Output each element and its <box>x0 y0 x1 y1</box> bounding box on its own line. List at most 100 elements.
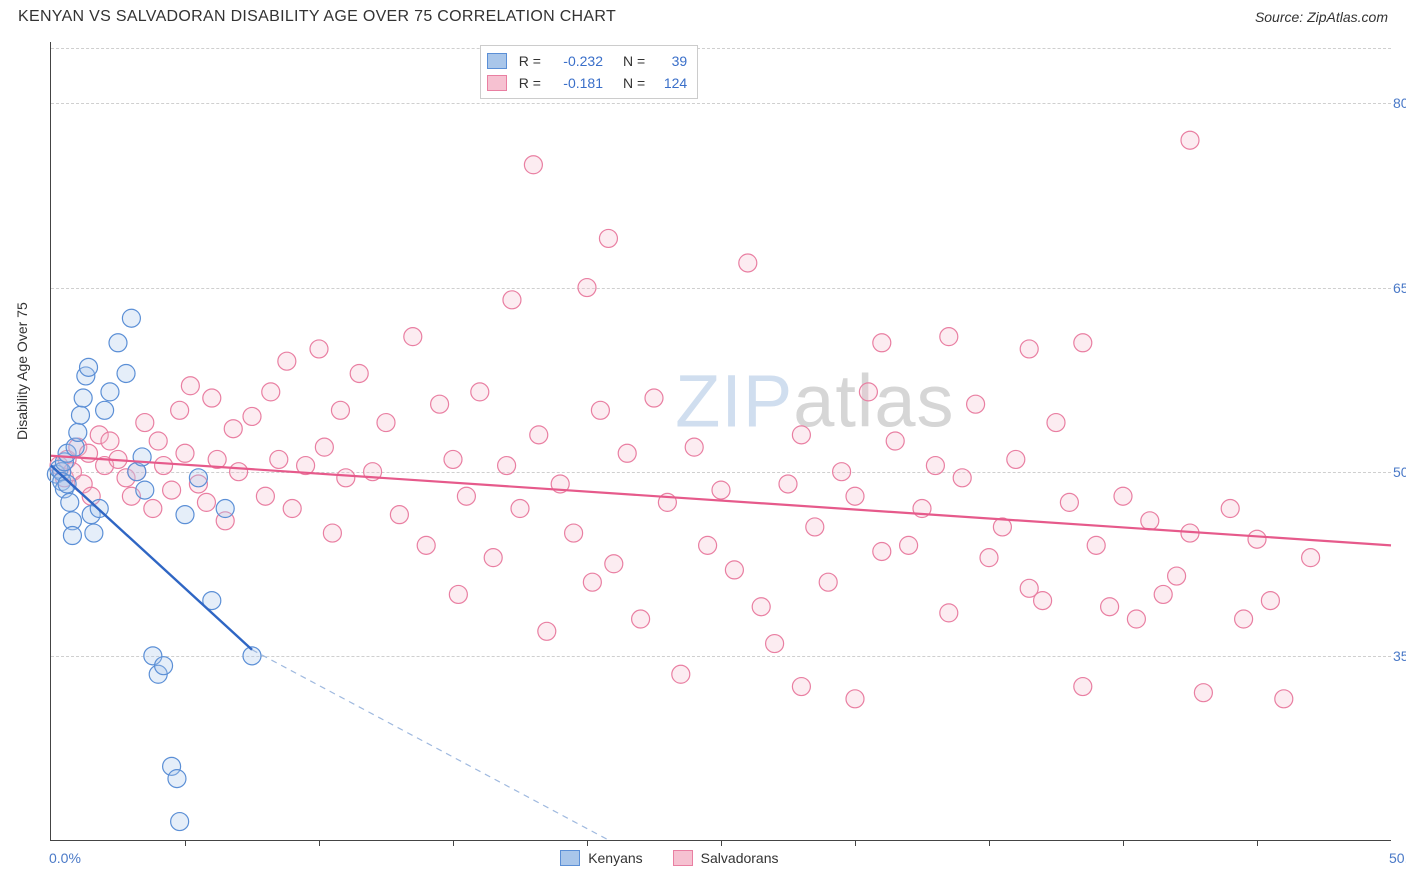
scatter-point-salvadorans <box>189 475 207 493</box>
scatter-point-salvadorans <box>171 401 189 419</box>
chart-plot-area: 35.0%50.0%65.0%80.0%0.0%50.0%ZIPatlasR =… <box>50 42 1391 841</box>
scatter-point-kenyans <box>155 657 173 675</box>
scatter-point-salvadorans <box>1275 690 1293 708</box>
y-axis-label: 65.0% <box>1385 280 1406 296</box>
scatter-point-salvadorans <box>779 475 797 493</box>
scatter-point-kenyans <box>133 448 151 466</box>
scatter-point-salvadorans <box>1141 512 1159 530</box>
scatter-point-salvadorans <box>203 389 221 407</box>
scatter-point-salvadorans <box>806 518 824 536</box>
scatter-point-salvadorans <box>163 481 181 499</box>
scatter-point-kenyans <box>71 406 89 424</box>
scatter-point-salvadorans <box>658 493 676 511</box>
x-axis-tick <box>989 840 990 846</box>
scatter-point-salvadorans <box>181 377 199 395</box>
source-attribution: Source: ZipAtlas.com <box>1255 9 1388 25</box>
scatter-point-salvadorans <box>1047 414 1065 432</box>
scatter-point-salvadorans <box>605 555 623 573</box>
scatter-point-salvadorans <box>278 352 296 370</box>
x-axis-tick <box>319 840 320 846</box>
scatter-point-kenyans <box>176 506 194 524</box>
scatter-point-salvadorans <box>632 610 650 628</box>
scatter-point-salvadorans <box>1074 678 1092 696</box>
scatter-point-salvadorans <box>940 328 958 346</box>
x-axis-tick <box>185 840 186 846</box>
legend-swatch-kenyans <box>487 53 507 69</box>
scatter-point-kenyans <box>216 500 234 518</box>
scatter-point-kenyans <box>117 364 135 382</box>
scatter-point-salvadorans <box>873 542 891 560</box>
scatter-point-kenyans <box>53 473 71 491</box>
scatter-point-salvadorans <box>1114 487 1132 505</box>
scatter-point-salvadorans <box>136 414 154 432</box>
scatter-point-salvadorans <box>1168 567 1186 585</box>
scatter-point-salvadorans <box>524 156 542 174</box>
legend-swatch-salvadorans <box>673 850 693 866</box>
y-axis-label: 80.0% <box>1385 95 1406 111</box>
scatter-point-kenyans <box>85 524 103 542</box>
scatter-point-salvadorans <box>1235 610 1253 628</box>
scatter-point-salvadorans <box>331 401 349 419</box>
scatter-point-salvadorans <box>993 518 1011 536</box>
scatter-point-salvadorans <box>144 500 162 518</box>
scatter-point-salvadorans <box>457 487 475 505</box>
scatter-point-salvadorans <box>417 536 435 554</box>
scatter-point-salvadorans <box>404 328 422 346</box>
scatter-point-salvadorans <box>315 438 333 456</box>
stats-row-salvadorans: R =-0.181N =124 <box>487 72 687 94</box>
scatter-point-salvadorans <box>1154 585 1172 603</box>
gridline <box>51 103 1391 104</box>
scatter-point-salvadorans <box>1020 340 1038 358</box>
y-axis-label: 35.0% <box>1385 648 1406 664</box>
stat-r-value-kenyans: -0.232 <box>549 50 603 72</box>
scatter-point-salvadorans <box>530 426 548 444</box>
scatter-point-salvadorans <box>122 487 140 505</box>
stat-n-value-salvadorans: 124 <box>653 72 687 94</box>
scatter-point-kenyans <box>61 493 79 511</box>
scatter-point-salvadorans <box>350 364 368 382</box>
watermark: ZIPatlas <box>675 359 954 444</box>
x-axis-tick <box>721 840 722 846</box>
trend-line-salvadorans <box>51 456 1391 546</box>
scatter-point-kenyans <box>101 383 119 401</box>
scatter-point-kenyans <box>55 480 73 498</box>
scatter-point-salvadorans <box>940 604 958 622</box>
scatter-point-salvadorans <box>739 254 757 272</box>
scatter-point-salvadorans <box>725 561 743 579</box>
scatter-point-salvadorans <box>1060 493 1078 511</box>
scatter-point-kenyans <box>96 401 114 419</box>
scatter-point-salvadorans <box>101 432 119 450</box>
scatter-point-salvadorans <box>565 524 583 542</box>
source-prefix: Source: <box>1255 9 1307 25</box>
chart-title: KENYAN VS SALVADORAN DISABILITY AGE OVER… <box>18 8 616 26</box>
x-axis-tick <box>1123 840 1124 846</box>
trend-line-extrapolated-kenyans <box>252 650 608 840</box>
stat-r-label: R = <box>519 50 541 72</box>
x-axis-label: 50.0% <box>1389 850 1406 866</box>
scatter-point-salvadorans <box>270 450 288 468</box>
scatter-point-kenyans <box>149 665 167 683</box>
legend-item-salvadorans: Salvadorans <box>673 850 779 866</box>
scatter-point-salvadorans <box>859 383 877 401</box>
scatter-point-salvadorans <box>503 291 521 309</box>
legend-label-salvadorans: Salvadorans <box>701 850 779 866</box>
scatter-point-salvadorans <box>1221 500 1239 518</box>
scatter-point-salvadorans <box>208 450 226 468</box>
x-axis-tick <box>1257 840 1258 846</box>
legend-swatch-kenyans <box>560 850 580 866</box>
scatter-point-salvadorans <box>1034 592 1052 610</box>
scatter-point-salvadorans <box>1248 530 1266 548</box>
scatter-point-salvadorans <box>484 549 502 567</box>
scatter-point-kenyans <box>77 367 95 385</box>
scatter-point-salvadorans <box>538 622 556 640</box>
scatter-point-salvadorans <box>1101 598 1119 616</box>
scatter-point-salvadorans <box>431 395 449 413</box>
scatter-point-salvadorans <box>1074 334 1092 352</box>
scatter-point-salvadorans <box>224 420 242 438</box>
scatter-point-salvadorans <box>699 536 717 554</box>
scatter-point-salvadorans <box>197 493 215 511</box>
scatter-point-salvadorans <box>752 598 770 616</box>
stats-row-kenyans: R =-0.232N =39 <box>487 50 687 72</box>
scatter-point-salvadorans <box>599 229 617 247</box>
scatter-point-salvadorans <box>551 475 569 493</box>
